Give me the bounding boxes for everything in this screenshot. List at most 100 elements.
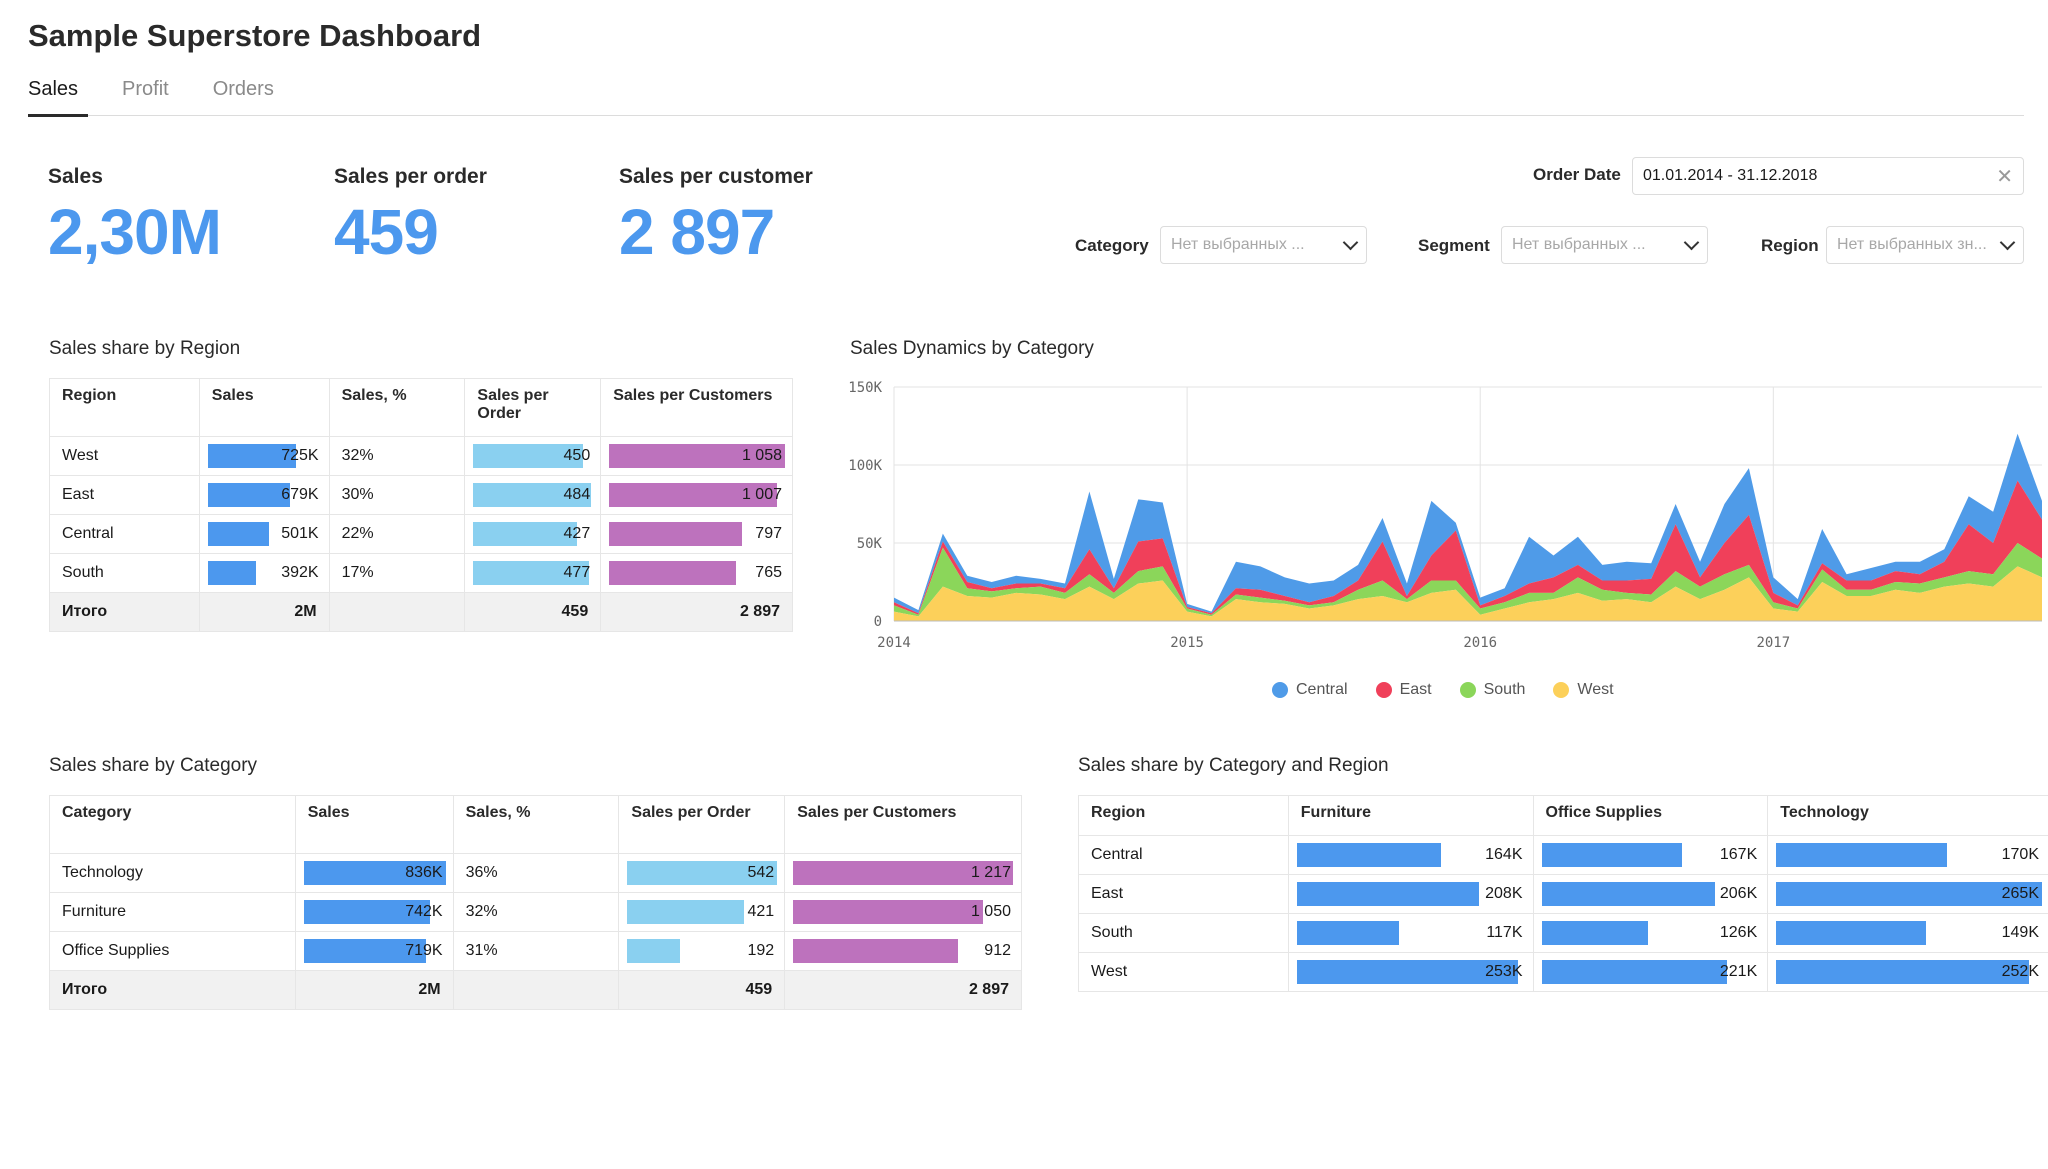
column-header: Sales per Order: [618, 795, 786, 854]
bar-cell: 221K: [1532, 952, 1769, 992]
value-bar: [303, 900, 430, 924]
value-bar: [1541, 843, 1682, 867]
bar-cell: 1 050: [784, 892, 1022, 932]
order-date-label: Order Date: [1533, 165, 1621, 184]
bar-cell: 265K: [1767, 874, 2048, 914]
column-header: Furniture: [1287, 795, 1534, 836]
kpi-label: Sales: [48, 165, 103, 188]
bar-cell: 253K: [1287, 952, 1534, 992]
y-tick-label: 100K: [848, 458, 882, 474]
bar-value: 484: [563, 486, 591, 503]
bar-value: 542: [747, 864, 775, 881]
segment-filter-placeholder: Нет выбранных ...: [1512, 236, 1646, 253]
bar-cell: 501K: [198, 514, 330, 554]
region-filter-select[interactable]: Нет выбранных зн...: [1826, 226, 2024, 264]
value-bar: [609, 483, 778, 507]
tab-bar: Sales Profit Orders: [28, 72, 2024, 117]
bar-value: 450: [563, 447, 591, 464]
bar-cell: 167K: [1532, 835, 1769, 875]
table-row: West 725K 32% 450 1 058: [49, 436, 793, 476]
total-row: Итого 2M 459 2 897: [49, 970, 1022, 1010]
bar-value: 797: [755, 525, 782, 542]
legend-label: Central: [1296, 681, 1348, 698]
region-filter-placeholder: Нет выбранных зн...: [1837, 236, 1987, 253]
value-bar: [793, 861, 1014, 885]
chart-title: Sales Dynamics by Category: [850, 338, 1094, 359]
category-filter-select[interactable]: Нет выбранных ...: [1160, 226, 1367, 264]
total-label: Итого: [49, 970, 296, 1010]
chevron-down-icon: [1683, 234, 1700, 250]
bar-value: 170K: [2001, 846, 2039, 863]
order-date-field[interactable]: 01.01.2014 - 31.12.2018 ✕: [1632, 157, 2024, 195]
bar-cell: 742K: [294, 892, 454, 932]
tab-profit[interactable]: Profit: [122, 78, 169, 100]
tab-sales[interactable]: Sales: [28, 72, 89, 117]
legend-swatch: [1459, 682, 1476, 698]
value-bar: [1776, 960, 2030, 984]
total-sales: 2M: [198, 592, 330, 632]
bar-value: 164K: [1485, 846, 1523, 863]
bar-value: 208K: [1485, 885, 1523, 902]
bar-cell: 450: [464, 436, 602, 476]
legend-swatch: [1272, 682, 1288, 698]
legend-item-east: East: [1375, 681, 1432, 699]
bar-value: 421: [747, 903, 775, 920]
column-header: Region: [49, 378, 200, 437]
bar-value: 206K: [1719, 885, 1758, 902]
legend-swatch: [1375, 682, 1392, 698]
bar-value: 1 058: [741, 447, 782, 464]
category-table-title: Sales share by Category: [49, 755, 258, 776]
legend-swatch: [1553, 682, 1570, 698]
row-label: South: [1078, 913, 1289, 953]
bar-cell: 392K: [198, 553, 330, 593]
value-bar: [473, 522, 578, 546]
column-header: Sales: [294, 795, 454, 854]
category-region-table: Region Furniture Office Supplies Technol…: [1078, 795, 2048, 992]
row-label: East: [49, 475, 200, 515]
bar-value: 912: [984, 942, 1011, 959]
bar-value: 1 050: [970, 903, 1011, 920]
bar-value: 117K: [1486, 924, 1523, 941]
table-row: West 253K 221K 252K: [1078, 952, 2048, 992]
clear-icon[interactable]: ✕: [1996, 165, 2013, 188]
kpi-sales-per-customer: Sales per customer 2 897: [619, 165, 813, 269]
column-header: Sales per Order: [464, 378, 602, 437]
bar-cell: 765: [600, 553, 793, 593]
table-row: East 208K 206K 265K: [1078, 874, 2048, 914]
bar-cell: 1 007: [600, 475, 793, 515]
value-bar: [473, 561, 590, 585]
tab-orders[interactable]: Orders: [212, 78, 274, 100]
catreg-table-title: Sales share by Category and Region: [1078, 755, 1389, 776]
bar-cell: 427: [464, 514, 602, 554]
bar-cell: 1 217: [784, 853, 1022, 893]
total-spo: 459: [618, 970, 786, 1010]
column-header: Sales per Customers: [600, 378, 793, 437]
table-row: South 117K 126K 149K: [1078, 913, 2048, 953]
column-header: Category: [49, 795, 296, 854]
segment-filter-select[interactable]: Нет выбранных ...: [1501, 226, 1708, 264]
bar-cell: 477: [464, 553, 602, 593]
value-bar: [627, 939, 681, 963]
area-series-east: [894, 480, 2042, 615]
bar-cell: 912: [784, 931, 1022, 971]
value-bar: [1541, 921, 1648, 945]
total-sales: 2M: [294, 970, 454, 1010]
kpi-value: 2,30M: [48, 196, 222, 268]
region-table: Region Sales Sales, % Sales per Order Sa…: [49, 378, 793, 632]
bar-cell: 206K: [1532, 874, 1769, 914]
bar-cell: 725K: [198, 436, 330, 476]
segment-filter-label: Segment: [1418, 236, 1490, 255]
bar-value: 192: [747, 942, 775, 959]
value-bar: [207, 483, 290, 507]
kpi-sales: Sales 2,30M: [48, 165, 222, 269]
bar-cell: 797: [600, 514, 793, 554]
percent-cell: 36%: [452, 853, 620, 893]
percent-cell: 31%: [452, 931, 620, 971]
bar-value: 477: [563, 564, 591, 581]
bar-value: 252K: [2001, 963, 2039, 980]
value-bar: [473, 444, 584, 468]
chart-legend: Central East South West: [1272, 681, 1614, 699]
value-bar: [793, 900, 984, 924]
bar-value: 679K: [281, 486, 319, 503]
